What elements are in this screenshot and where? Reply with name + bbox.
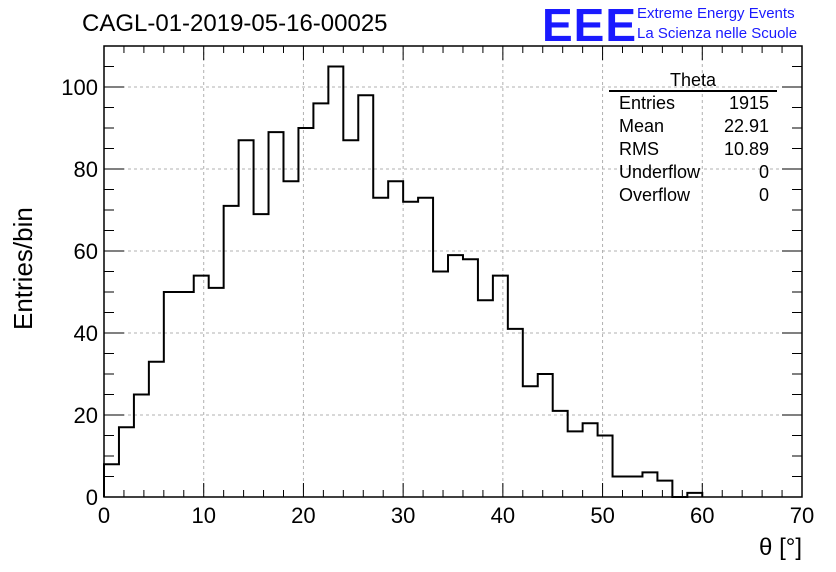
logo-caption: Extreme Energy Events La Scienza nelle S…	[637, 4, 797, 44]
y-tick-label: 20	[74, 403, 98, 428]
x-tick-label: 60	[690, 503, 714, 528]
x-tick-label: 30	[391, 503, 415, 528]
x-tick-label: 20	[291, 503, 315, 528]
stats-value: 1915	[728, 93, 769, 113]
logo-line-1: Extreme Energy Events	[637, 5, 795, 22]
logo-line-2: La Scienza nelle Scuole	[637, 25, 798, 42]
plot-frame	[103, 45, 803, 498]
stats-row-overflow: Overflow 0	[609, 184, 777, 207]
stats-row-underflow: Underflow 0	[609, 161, 777, 184]
x-tick-label: 0	[98, 503, 110, 528]
x-tick-label: 70	[790, 503, 814, 528]
stats-title: Theta	[609, 70, 777, 92]
stats-label: RMS	[619, 139, 659, 159]
stats-row-mean: Mean 22.91	[609, 115, 777, 138]
chart-title: CAGL-01-2019-05-16-00025	[82, 10, 388, 37]
y-tick-label: 80	[74, 157, 98, 182]
y-tick-label: 40	[74, 321, 98, 346]
y-axis-label-wrap: Entries/bin	[8, 180, 38, 330]
y-tick-label: 60	[74, 239, 98, 264]
stats-row-rms: RMS 10.89	[609, 138, 777, 161]
histogram-series	[103, 65, 704, 498]
stats-box: Theta Entries 1915 Mean 22.91 RMS 10.89 …	[609, 70, 777, 207]
stats-label: Entries	[619, 93, 676, 113]
stats-value: 22.91	[723, 116, 769, 136]
stats-row-entries: Entries 1915	[609, 92, 777, 115]
x-tick-label: 50	[590, 503, 614, 528]
y-axis-label: Entries/bin	[8, 207, 38, 330]
eee-logo: EEE	[542, 0, 638, 51]
x-axis-label: θ [°]	[759, 534, 802, 561]
stats-label: Underflow	[619, 162, 701, 182]
x-tick-label: 40	[491, 503, 515, 528]
y-tick-label: 100	[61, 75, 98, 100]
y-tick-label: 0	[86, 485, 98, 510]
stats-label: Mean	[619, 116, 665, 136]
stats-value: 0	[758, 185, 769, 205]
stats-label: Overflow	[619, 185, 691, 205]
stats-value: 0	[758, 162, 769, 182]
stats-value: 10.89	[723, 139, 769, 159]
x-tick-label: 10	[191, 503, 215, 528]
